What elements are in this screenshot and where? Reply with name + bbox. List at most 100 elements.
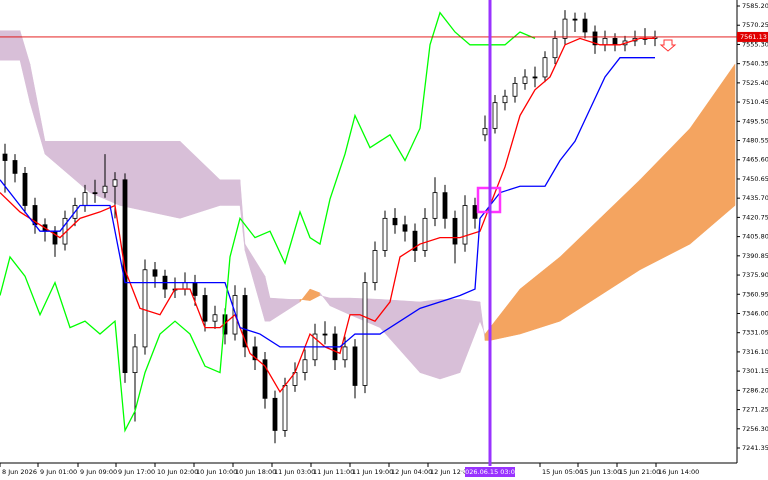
candle-body — [192, 282, 198, 296]
candle-body — [132, 346, 138, 374]
candle-body — [492, 102, 498, 129]
candle-body — [252, 346, 258, 361]
x-tick-label: 15 Jun 13:00 — [580, 468, 621, 476]
y-tick-label: 7495.50 — [742, 117, 768, 125]
candle-body — [582, 18, 588, 33]
cloud-segment — [219, 179, 241, 206]
candle-body — [472, 205, 478, 219]
x-tick-label: 15 Jun 21:00 — [619, 468, 660, 476]
candle-body — [12, 160, 18, 174]
cloud — [0, 30, 736, 380]
x-tick-label: 11 Jun 19:00 — [352, 468, 393, 476]
candle-body — [402, 224, 408, 232]
candle-body — [522, 76, 528, 84]
price-label: 7561.13 — [740, 33, 767, 41]
y-tick-label: 7585.20 — [742, 2, 768, 10]
cloud-segment — [0, 30, 21, 61]
y-tick-label: 7286.20 — [742, 386, 768, 394]
x-tick-label: 10 Jun 02:00 — [157, 468, 198, 476]
y-tick-label: 7375.90 — [742, 271, 768, 279]
candle-body — [442, 192, 448, 219]
cloud-segment — [689, 63, 736, 245]
candle-body — [482, 127, 488, 136]
x-tick-label: 9 Jun 09:00 — [80, 468, 117, 476]
x-tick-label: 8 Jun 2026 — [2, 468, 37, 476]
candle-body — [92, 192, 98, 195]
y-tick-label: 7420.75 — [742, 213, 768, 221]
x-tick-label: 16 Jun 14:00 — [658, 468, 699, 476]
y-tick-label: 7405.80 — [742, 233, 768, 241]
y-tick-label: 7465.60 — [742, 156, 768, 164]
crosshair-label-box — [465, 467, 515, 477]
candle-body — [432, 192, 438, 219]
price-label-box — [737, 31, 768, 42]
y-tick-label: 7346.00 — [742, 309, 768, 317]
x-tick-label: 15 Jun 05:00 — [542, 468, 583, 476]
candle-body — [212, 314, 218, 322]
candle-body — [372, 250, 378, 284]
lines — [0, 11, 655, 433]
y-tick-label: 7540.35 — [742, 60, 768, 68]
y-tick-label: 7435.70 — [742, 194, 768, 202]
candle-body — [302, 359, 308, 374]
candle-body — [242, 295, 248, 348]
candle-body — [542, 57, 548, 78]
y-tick-label: 7271.25 — [742, 406, 768, 414]
candle-body — [102, 185, 108, 194]
candle-body — [592, 31, 598, 46]
y-tick-label: 7241.35 — [742, 444, 768, 452]
cloud-segment — [419, 299, 441, 380]
candle-body — [502, 95, 508, 104]
candle-body — [202, 295, 208, 322]
candle-body — [352, 346, 358, 386]
candle-body — [182, 282, 188, 290]
candle-body — [112, 179, 118, 187]
candle-body — [142, 269, 148, 348]
y-tick-label: 7390.85 — [742, 252, 768, 260]
y-tick-label: 7256.30 — [742, 425, 768, 433]
down-arrow — [659, 39, 677, 52]
y-tick-label: 7301.15 — [742, 367, 768, 375]
candle-body — [282, 385, 288, 431]
indicator-line — [0, 11, 536, 433]
x-tick-label: 10 Jun 18:00 — [235, 468, 276, 476]
candle-body — [562, 18, 568, 39]
y-tick-label: 7480.55 — [742, 137, 768, 145]
candle-body — [22, 172, 28, 206]
crosshair-label: 2026.06.15 03:00 — [461, 468, 519, 476]
y-tick-label: 7450.65 — [742, 175, 768, 183]
x-tick-label: 11 Jun 03:00 — [274, 468, 315, 476]
candle-body — [462, 205, 468, 245]
y-tick-label: 7510.45 — [742, 98, 768, 106]
candle-body — [2, 153, 8, 161]
candle-body — [392, 217, 398, 226]
candle-body — [322, 333, 328, 336]
x-tick-label: 12 Jun 12:00 — [430, 468, 471, 476]
candle-body — [572, 18, 578, 21]
y-tick-label: 7570.25 — [742, 21, 768, 29]
candle-body — [552, 37, 558, 59]
x-tick-label: 11 Jun 11:00 — [313, 468, 354, 476]
x-tick-label: 9 Jun 01:00 — [40, 468, 77, 476]
y-tick-label: 7316.10 — [742, 348, 768, 356]
y-tick-label: 7555.30 — [742, 40, 768, 48]
candle-body — [152, 269, 158, 277]
candle-body — [422, 217, 428, 251]
y-tick-label: 7331.05 — [742, 329, 768, 337]
candle-body — [82, 192, 88, 206]
x-tick-label: 12 Jun 04:00 — [391, 468, 432, 476]
candle-body — [612, 37, 618, 46]
x-tick-label: 10 Jun 10:00 — [196, 468, 237, 476]
candle-body — [272, 397, 278, 431]
candle-body — [262, 359, 268, 399]
candle-body — [532, 76, 538, 79]
candle-body — [382, 217, 388, 251]
cloud-segment — [149, 140, 181, 219]
candle-body — [412, 230, 418, 251]
candle-body — [342, 346, 348, 361]
y-tick-label: 7360.95 — [742, 290, 768, 298]
candle-body — [512, 82, 518, 97]
cloud-segment — [439, 299, 461, 380]
